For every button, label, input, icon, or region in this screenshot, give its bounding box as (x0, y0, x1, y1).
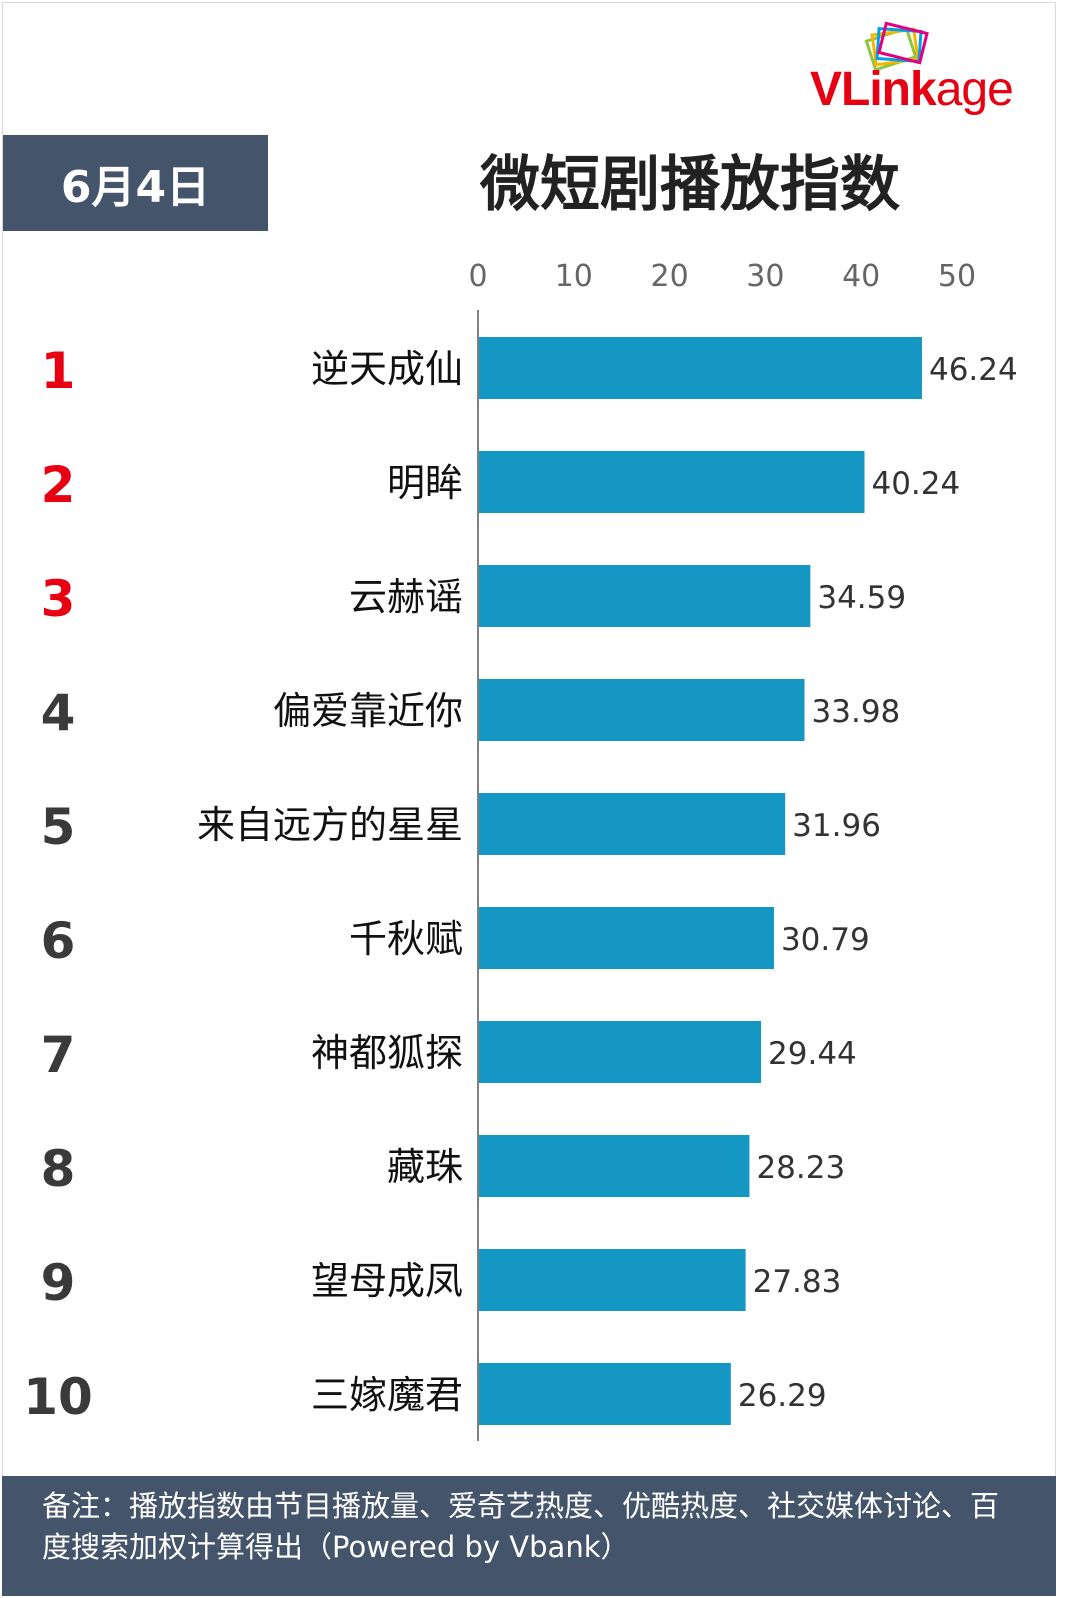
vlinkage-logo: VLinkage (810, 20, 1050, 120)
value-label: 29.44 (768, 1036, 857, 1072)
x-tick-label: 20 (651, 259, 689, 294)
category-label: 望母成凤 (311, 1259, 463, 1303)
ranking-bar-chart: 0 10 20 30 40 50 1 逆天成仙 46.24 2 明眸 40.24 3 云赫谣 34.59 4 偏… (23, 259, 1018, 1441)
value-label: 34.59 (817, 580, 906, 616)
x-tick-label: 40 (842, 259, 880, 294)
bar (479, 451, 865, 513)
category-label: 千秋赋 (349, 917, 463, 961)
value-label: 30.79 (781, 922, 870, 958)
x-tick-label: 0 (468, 259, 487, 294)
x-tick-label: 50 (938, 259, 976, 294)
rank-number: 10 (23, 1368, 93, 1426)
value-label: 31.96 (792, 808, 881, 844)
rank-number: 4 (41, 684, 76, 742)
rank-number: 6 (41, 912, 76, 970)
date-badge: 6月4日 (3, 135, 268, 231)
x-tick-label: 10 (555, 259, 593, 294)
rank-number: 5 (41, 798, 76, 856)
value-label: 40.24 (871, 466, 960, 502)
rank-number: 8 (41, 1140, 76, 1198)
rank-number: 1 (41, 342, 76, 400)
date-label: 6月4日 (60, 162, 211, 213)
logo-wordmark: VLinkage (810, 63, 1014, 116)
category-label: 明眸 (387, 461, 463, 505)
bar (479, 793, 786, 855)
value-label: 33.98 (812, 694, 901, 730)
category-label: 神都狐探 (311, 1031, 463, 1075)
category-label: 偏爱靠近你 (273, 689, 463, 733)
bar (479, 1021, 762, 1083)
category-label: 藏珠 (387, 1145, 463, 1189)
value-label: 27.83 (753, 1264, 842, 1300)
rank-number: 9 (41, 1254, 76, 1312)
category-label: 三嫁魔君 (311, 1373, 463, 1417)
x-tick-label: 30 (746, 259, 784, 294)
bar (479, 565, 811, 627)
category-label: 云赫谣 (349, 575, 463, 619)
category-label: 逆天成仙 (311, 347, 463, 391)
bar (479, 907, 774, 969)
value-label: 28.23 (756, 1150, 845, 1186)
logo-frames-icon (864, 21, 929, 72)
rank-number: 2 (41, 456, 76, 514)
bar (479, 1249, 746, 1311)
rank-number: 3 (41, 570, 76, 628)
page-title: 微短剧播放指数 (480, 150, 900, 220)
value-label: 26.29 (738, 1378, 827, 1414)
category-label: 来自远方的星星 (197, 803, 463, 847)
rank-number: 7 (41, 1026, 76, 1084)
footer-note-text: 备注：播放指数由节目播放量、爱奇艺热度、优酷热度、社交媒体讨论、百度搜索加权计算… (42, 1489, 1000, 1564)
bar (479, 1135, 750, 1197)
footer-note: 备注：播放指数由节目播放量、爱奇艺热度、优酷热度、社交媒体讨论、百度搜索加权计算… (2, 1476, 1056, 1596)
value-label: 46.24 (929, 352, 1018, 388)
bar (479, 679, 805, 741)
bar (479, 337, 922, 399)
bar (479, 1363, 731, 1425)
